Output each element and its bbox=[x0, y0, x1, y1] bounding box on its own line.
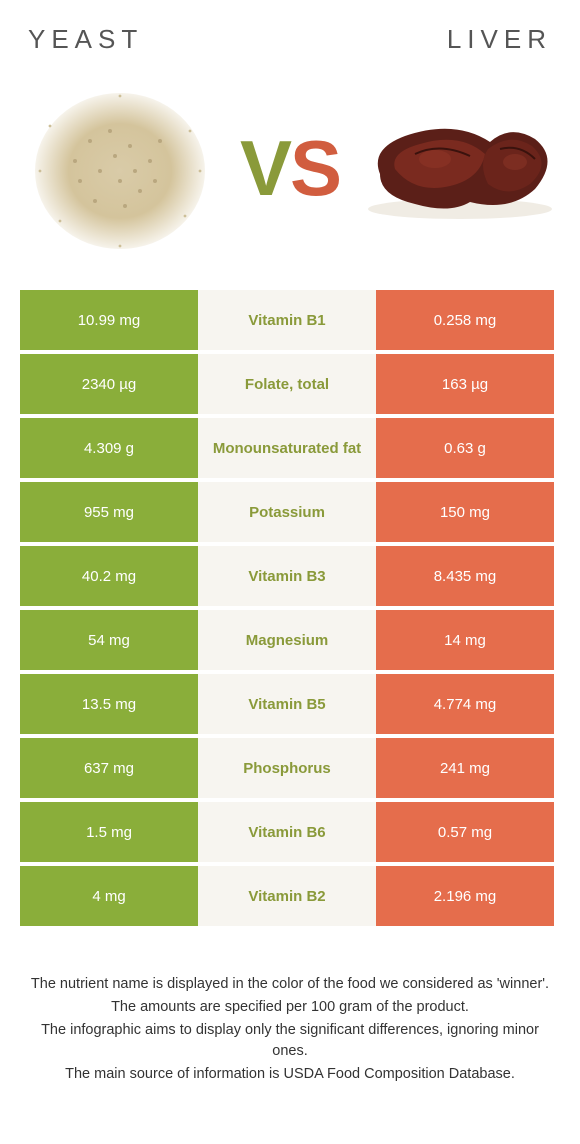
nutrient-name: Vitamin B6 bbox=[198, 802, 376, 862]
nutrient-name: Vitamin B1 bbox=[198, 290, 376, 350]
nutrient-name: Magnesium bbox=[198, 610, 376, 670]
liver-value: 14 mg bbox=[376, 610, 554, 670]
nutrient-name: Vitamin B3 bbox=[198, 546, 376, 606]
nutrient-name: Vitamin B5 bbox=[198, 674, 376, 734]
table-row: 955 mgPotassium150 mg bbox=[20, 482, 560, 542]
note-line: The amounts are specified per 100 gram o… bbox=[28, 997, 552, 1018]
liver-value: 163 µg bbox=[376, 354, 554, 414]
table-row: 10.99 mgVitamin B10.258 mg bbox=[20, 290, 560, 350]
liver-value: 2.196 mg bbox=[376, 866, 554, 926]
yeast-value: 2340 µg bbox=[20, 354, 198, 414]
table-row: 1.5 mgVitamin B60.57 mg bbox=[20, 802, 560, 862]
table-row: 637 mgPhosphorus241 mg bbox=[20, 738, 560, 798]
yeast-value: 13.5 mg bbox=[20, 674, 198, 734]
liver-image bbox=[360, 71, 560, 266]
yeast-value: 10.99 mg bbox=[20, 290, 198, 350]
yeast-value: 955 mg bbox=[20, 482, 198, 542]
hero-row: VS bbox=[0, 55, 580, 290]
title-row: YEAST LIVER bbox=[0, 0, 580, 55]
nutrient-name: Potassium bbox=[198, 482, 376, 542]
vs-v: V bbox=[240, 123, 290, 214]
liver-value: 8.435 mg bbox=[376, 546, 554, 606]
yeast-value: 40.2 mg bbox=[20, 546, 198, 606]
yeast-image bbox=[20, 71, 220, 266]
liver-value: 241 mg bbox=[376, 738, 554, 798]
table-row: 54 mgMagnesium14 mg bbox=[20, 610, 560, 670]
vs-label: VS bbox=[240, 123, 340, 214]
yeast-value: 4.309 g bbox=[20, 418, 198, 478]
liver-value: 0.63 g bbox=[376, 418, 554, 478]
nutrient-name: Folate, total bbox=[198, 354, 376, 414]
table-row: 4.309 gMonounsaturated fat0.63 g bbox=[20, 418, 560, 478]
table-row: 40.2 mgVitamin B38.435 mg bbox=[20, 546, 560, 606]
liver-value: 0.57 mg bbox=[376, 802, 554, 862]
title-left: YEAST bbox=[28, 24, 290, 55]
table-row: 4 mgVitamin B22.196 mg bbox=[20, 866, 560, 926]
note-line: The main source of information is USDA F… bbox=[28, 1064, 552, 1085]
yeast-value: 54 mg bbox=[20, 610, 198, 670]
vs-s: S bbox=[290, 123, 340, 214]
yeast-value: 4 mg bbox=[20, 866, 198, 926]
nutrient-name: Phosphorus bbox=[198, 738, 376, 798]
nutrient-name: Vitamin B2 bbox=[198, 866, 376, 926]
table-row: 2340 µgFolate, total163 µg bbox=[20, 354, 560, 414]
title-right: LIVER bbox=[290, 24, 552, 55]
note-line: The nutrient name is displayed in the co… bbox=[28, 974, 552, 995]
liver-value: 150 mg bbox=[376, 482, 554, 542]
table-row: 13.5 mgVitamin B54.774 mg bbox=[20, 674, 560, 734]
note-line: The infographic aims to display only the… bbox=[28, 1020, 552, 1062]
liver-value: 4.774 mg bbox=[376, 674, 554, 734]
yeast-value: 1.5 mg bbox=[20, 802, 198, 862]
liver-value: 0.258 mg bbox=[376, 290, 554, 350]
comparison-table: 10.99 mgVitamin B10.258 mg2340 µgFolate,… bbox=[20, 290, 560, 926]
notes-block: The nutrient name is displayed in the co… bbox=[0, 930, 580, 1085]
nutrient-name: Monounsaturated fat bbox=[198, 418, 376, 478]
yeast-value: 637 mg bbox=[20, 738, 198, 798]
